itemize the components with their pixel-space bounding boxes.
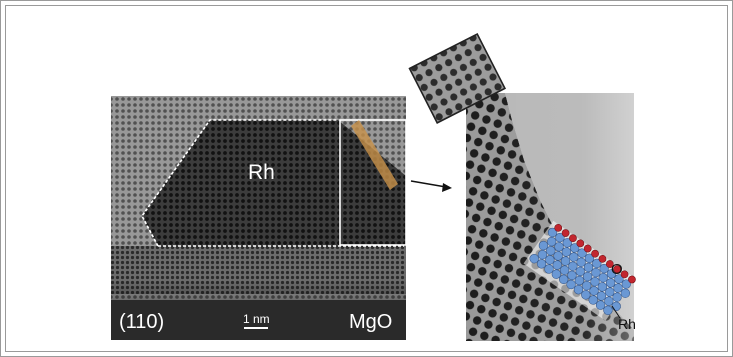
oxide-layer-band	[351, 120, 398, 190]
o-atom	[569, 234, 577, 243]
scale-bar-label: 1 nm	[243, 312, 270, 326]
rh-atoms	[529, 227, 631, 315]
rhodium-atom-label: Rh	[618, 316, 636, 332]
zoom-arrow	[410, 180, 452, 192]
o-atom	[591, 249, 599, 258]
rh-atom	[603, 305, 613, 315]
o-atom	[583, 244, 592, 253]
zoomed-tem-image	[466, 93, 636, 341]
main-tem-image	[111, 96, 407, 340]
o-atoms	[554, 224, 636, 284]
o-atom	[598, 255, 607, 263]
o-atom	[605, 260, 614, 268]
orientation-label: (110)	[119, 311, 165, 333]
o-atom	[628, 275, 636, 284]
o-atom	[613, 265, 622, 274]
oxygen-atom-label: O	[611, 261, 623, 278]
substrate-label: MgO	[349, 311, 393, 333]
zoom-region-box	[339, 119, 407, 246]
o-atom	[554, 224, 563, 232]
o-atom	[620, 270, 629, 279]
rh-atom	[620, 288, 631, 298]
rh-atom	[612, 292, 622, 302]
particle-outline	[141, 119, 338, 247]
o-atom	[576, 239, 585, 248]
rh-particle-label: Rh	[248, 161, 275, 184]
o-atom	[561, 229, 570, 237]
top-inset-image	[408, 32, 507, 124]
atomic-model	[523, 220, 636, 321]
